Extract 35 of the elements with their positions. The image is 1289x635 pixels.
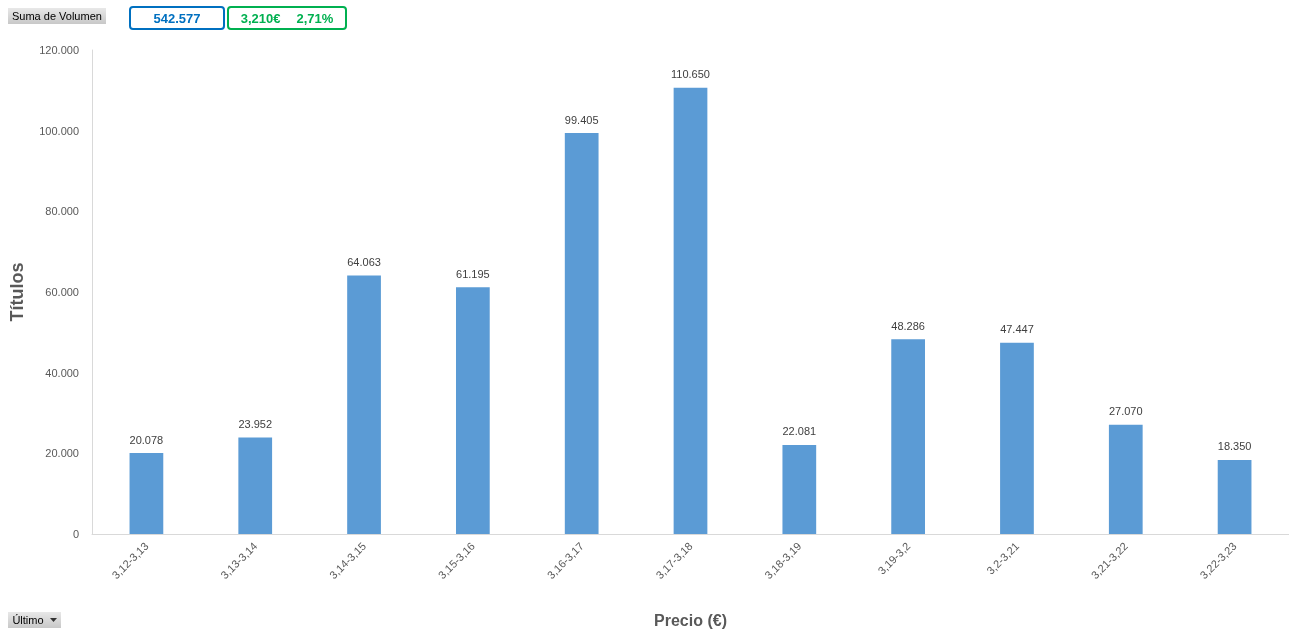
data-label: 22.081 <box>782 425 817 438</box>
y-tick-label: 20.000 <box>45 447 79 460</box>
data-label: 23.952 <box>238 417 273 430</box>
total-box: 542.577 <box>129 6 225 30</box>
bar <box>1000 342 1034 534</box>
bar <box>1108 424 1143 534</box>
data-label: 61.195 <box>456 267 490 280</box>
bar <box>564 133 599 534</box>
y-tick-label: 100.000 <box>39 124 79 137</box>
bar <box>891 339 925 534</box>
bar <box>1217 459 1252 534</box>
bar <box>238 437 273 534</box>
data-label: 18.350 <box>1217 440 1252 453</box>
data-label: 110.650 <box>671 68 710 81</box>
dropdown-button: Último <box>8 612 61 628</box>
bar <box>456 287 490 534</box>
data-label: 64.063 <box>347 256 381 269</box>
bar <box>129 453 164 534</box>
price-box: 3,210€ 2,71% <box>227 6 347 30</box>
data-label: 20.078 <box>129 433 164 446</box>
bar <box>673 87 708 534</box>
y-tick-label: 120.000 <box>39 44 79 56</box>
field-button: Suma de Volumen <box>8 8 106 24</box>
y-axis-title: Títulos <box>7 262 27 322</box>
data-label: 27.070 <box>1108 405 1143 418</box>
data-label: 47.447 <box>1000 323 1034 336</box>
x-axis-title: Precio (€) <box>654 611 727 629</box>
y-tick-label: 80.000 <box>45 205 79 218</box>
bar <box>782 444 817 534</box>
y-tick-label: 40.000 <box>45 366 79 379</box>
y-tick-label: 60.000 <box>45 286 79 298</box>
y-tick-label: 0 <box>72 528 79 540</box>
bar <box>347 275 381 534</box>
data-label: 48.286 <box>891 319 925 332</box>
data-label: 99.405 <box>564 113 599 126</box>
